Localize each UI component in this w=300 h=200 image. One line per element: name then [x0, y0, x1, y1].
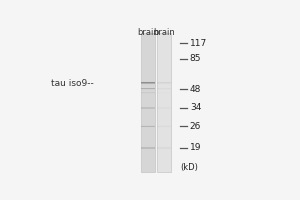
Text: (kD): (kD): [181, 163, 198, 172]
Bar: [157, 88, 171, 89]
Bar: [141, 107, 155, 108]
Bar: [141, 82, 155, 83]
Bar: [157, 33, 171, 172]
Bar: [141, 33, 155, 172]
Bar: [141, 149, 155, 150]
Bar: [157, 84, 171, 85]
Bar: [141, 126, 155, 127]
Bar: [157, 126, 171, 127]
Bar: [141, 89, 155, 90]
Bar: [141, 147, 155, 148]
Bar: [157, 92, 171, 93]
Text: 26: 26: [190, 122, 201, 131]
Bar: [141, 92, 155, 93]
Bar: [157, 127, 171, 128]
Text: 85: 85: [190, 54, 201, 63]
Bar: [141, 81, 155, 82]
Text: tau iso9--: tau iso9--: [52, 79, 94, 88]
Text: 48: 48: [190, 85, 201, 94]
Bar: [157, 83, 171, 84]
Text: brain: brain: [153, 28, 175, 37]
Bar: [141, 83, 155, 84]
Text: 19: 19: [190, 143, 201, 152]
Bar: [141, 108, 155, 109]
Bar: [141, 146, 155, 147]
Bar: [141, 93, 155, 94]
Bar: [141, 84, 155, 85]
Bar: [141, 148, 155, 149]
Bar: [157, 108, 171, 109]
Bar: [157, 93, 171, 94]
Bar: [157, 107, 171, 108]
Bar: [157, 125, 171, 126]
Bar: [157, 148, 171, 149]
Bar: [141, 88, 155, 89]
Bar: [157, 146, 171, 147]
Bar: [157, 81, 171, 82]
Bar: [157, 89, 171, 90]
Bar: [141, 127, 155, 128]
Bar: [157, 149, 171, 150]
Text: 34: 34: [190, 103, 201, 112]
Text: 117: 117: [190, 39, 207, 48]
Bar: [157, 147, 171, 148]
Text: brain: brain: [137, 28, 159, 37]
Bar: [141, 125, 155, 126]
Bar: [157, 82, 171, 83]
